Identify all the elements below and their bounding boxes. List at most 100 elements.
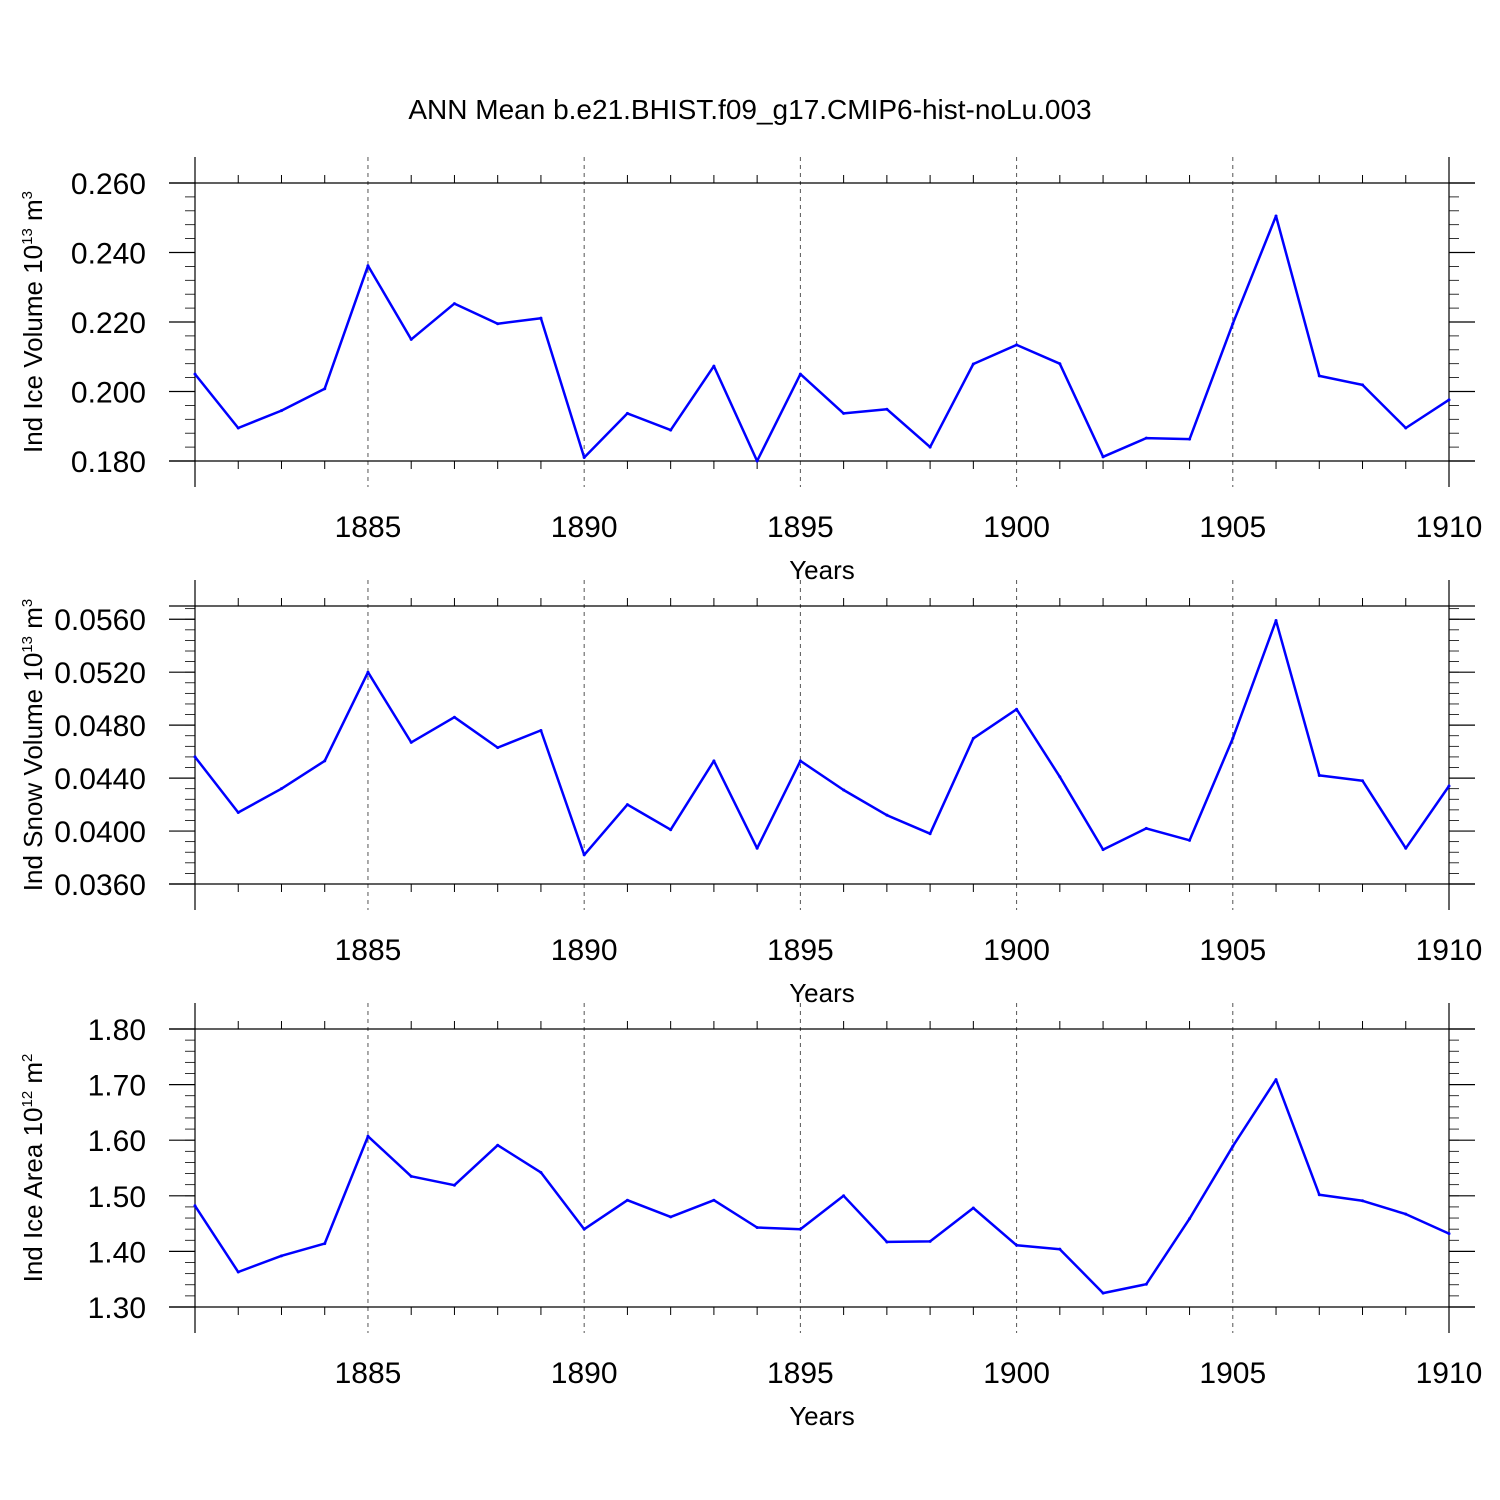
- data-point: [496, 322, 500, 326]
- data-point: [1058, 1247, 1062, 1251]
- data-point: [712, 364, 716, 368]
- data-point: [193, 1204, 197, 1208]
- x-tick-label: 1890: [551, 934, 618, 967]
- x-tick-label: 1905: [1199, 511, 1266, 544]
- x-tick-label: 1900: [983, 1357, 1050, 1390]
- x-tick-label: 1900: [983, 511, 1050, 544]
- x-tick-label: 1895: [767, 934, 834, 967]
- data-point: [1015, 343, 1019, 347]
- data-point: [1231, 322, 1235, 326]
- x-tick-label: 1905: [1199, 934, 1266, 967]
- data-point: [1317, 1193, 1321, 1197]
- x-tick-label: 1900: [983, 934, 1050, 967]
- data-point: [1015, 707, 1019, 711]
- y-tick-label: 0.260: [71, 168, 146, 201]
- y-tick-label: 0.0560: [54, 604, 146, 637]
- data-point: [452, 1183, 456, 1187]
- data-point: [928, 832, 932, 836]
- data-point: [1361, 779, 1365, 783]
- y-tick-label: 0.0440: [54, 763, 146, 796]
- x-tick-label: 1890: [551, 511, 618, 544]
- x-axis-label: Years: [789, 555, 855, 585]
- data-point: [582, 853, 586, 857]
- y-axis-label: Ind Ice Area 1012 m2: [18, 1054, 48, 1283]
- data-point: [1144, 1282, 1148, 1286]
- y-tick-label: 1.50: [88, 1181, 146, 1214]
- data-point: [669, 1215, 673, 1219]
- data-point: [236, 1270, 240, 1274]
- data-point: [366, 264, 370, 268]
- data-point: [1274, 1078, 1278, 1082]
- y-tick-label: 0.0480: [54, 710, 146, 743]
- data-point: [1317, 773, 1321, 777]
- data-point: [971, 362, 975, 366]
- data-point: [669, 828, 673, 832]
- data-point: [323, 1242, 327, 1246]
- data-point: [1404, 846, 1408, 850]
- data-point: [452, 715, 456, 719]
- data-point: [1101, 848, 1105, 852]
- y-tick-label: 1.60: [88, 1125, 146, 1158]
- panel-ice-volume: 0.180 0.200 0.220 0.240 0.260 1885 1890 1895 190…: [18, 157, 1482, 585]
- data-point: [582, 1227, 586, 1231]
- series-line-ice-area: [193, 1078, 1450, 1295]
- data-point: [496, 1143, 500, 1147]
- data-point: [366, 1134, 370, 1138]
- data-point: [1058, 775, 1062, 779]
- data-point: [1274, 214, 1278, 218]
- y-tick-label: 1.70: [88, 1070, 146, 1103]
- data-point: [279, 1254, 283, 1258]
- data-point: [1144, 436, 1148, 440]
- data-point: [798, 372, 802, 376]
- data-point: [1058, 362, 1062, 366]
- chart-title: ANN Mean b.e21.BHIST.f09_g17.CMIP6-hist-…: [408, 94, 1091, 125]
- data-point: [755, 459, 759, 463]
- data-point: [712, 1198, 716, 1202]
- data-point: [582, 456, 586, 460]
- data-point: [539, 728, 543, 732]
- data-point: [1101, 455, 1105, 459]
- panel-ice-area: 1.30 1.40 1.50 1.60 1.70 1.80 1885 1890 1895 1900…: [18, 1003, 1482, 1431]
- data-point: [1317, 374, 1321, 378]
- data-point: [1015, 1243, 1019, 1247]
- data-point: [1231, 1144, 1235, 1148]
- data-point: [539, 1170, 543, 1174]
- data-point: [842, 1194, 846, 1198]
- data-point: [1447, 784, 1451, 788]
- x-tick-label: 1895: [767, 1357, 834, 1390]
- data-point: [193, 755, 197, 759]
- series-line-snow-volume: [194, 619, 1451, 857]
- x-axis-label: Years: [789, 1401, 855, 1431]
- data-point: [971, 736, 975, 740]
- y-tick-label: 1.80: [88, 1014, 146, 1047]
- data-point: [409, 1174, 413, 1178]
- data-point: [1101, 1291, 1105, 1295]
- data-point: [1231, 736, 1235, 740]
- data-point: [539, 316, 543, 320]
- y-tick-label: 0.200: [71, 377, 146, 410]
- data-point: [885, 407, 889, 411]
- y-tick-label: 0.240: [71, 238, 146, 271]
- data-point: [409, 337, 413, 341]
- x-tick-label: 1890: [551, 1357, 618, 1390]
- y-axis-label: Ind Snow Volume 1013 m3: [18, 599, 48, 891]
- x-tick-label: 1910: [1416, 934, 1483, 967]
- y-tick-label: 0.0400: [54, 816, 146, 849]
- data-point: [755, 1225, 759, 1229]
- data-point: [1404, 1212, 1408, 1216]
- data-point: [625, 1198, 629, 1202]
- data-point: [1144, 826, 1148, 830]
- y-tick-label: 1.30: [88, 1292, 146, 1325]
- x-axis-label: Years: [789, 978, 855, 1008]
- data-point: [1404, 426, 1408, 430]
- data-point: [193, 372, 197, 376]
- data-point: [1361, 383, 1365, 387]
- x-tick-label: 1885: [335, 511, 402, 544]
- data-point: [409, 740, 413, 744]
- data-point: [279, 409, 283, 413]
- data-point: [1361, 1199, 1365, 1203]
- data-point: [928, 445, 932, 449]
- y-tick-label: 1.40: [88, 1236, 146, 1269]
